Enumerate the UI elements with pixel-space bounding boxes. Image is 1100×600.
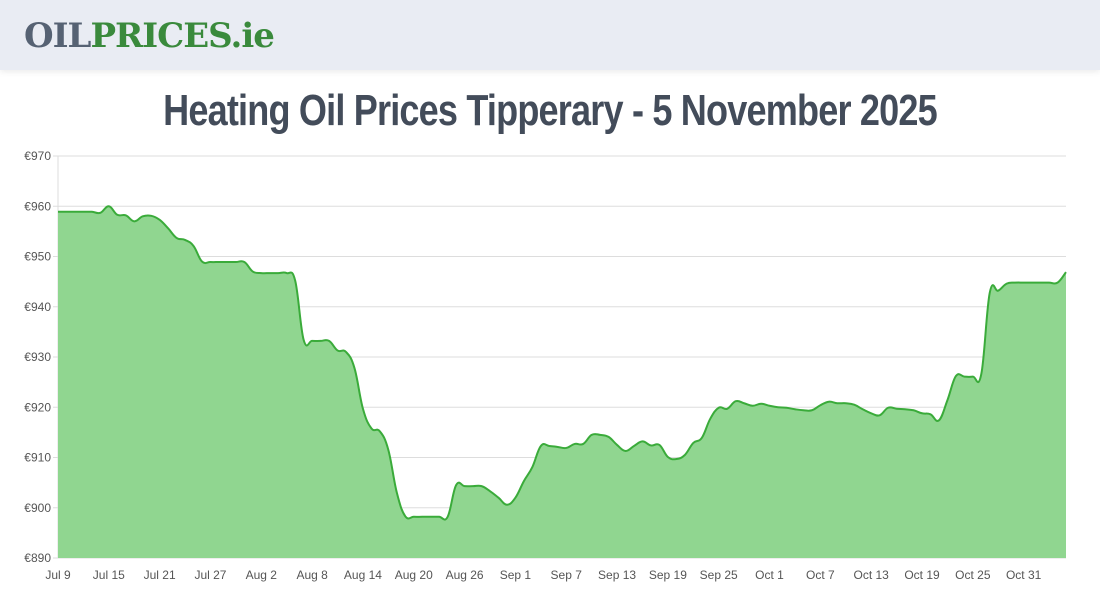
y-tick-label: €960 <box>24 199 51 213</box>
site-logo[interactable]: OILPRICES.ie <box>24 16 275 56</box>
page-title: Heating Oil Prices Tipperary - 5 Novembe… <box>163 86 938 135</box>
y-tick-label: €920 <box>24 400 51 414</box>
logo-text-oil: OIL <box>24 16 91 56</box>
x-tick-label: Oct 25 <box>955 568 991 582</box>
x-tick-label: Jul 9 <box>45 568 71 582</box>
y-tick-label: €970 <box>24 149 51 163</box>
x-tick-label: Sep 1 <box>500 568 532 582</box>
x-tick-label: Oct 1 <box>755 568 784 582</box>
y-tick-label: €930 <box>24 350 51 364</box>
x-tick-label: Sep 7 <box>551 568 583 582</box>
y-tick-label: €950 <box>24 250 51 264</box>
price-chart: €890 €900 €910 €920 €930 €940 €950 €960 €970 Jul… <box>24 149 1067 582</box>
y-tick-label: €890 <box>24 551 51 565</box>
x-tick-label: Oct 31 <box>1006 568 1042 582</box>
y-tick-label: €940 <box>24 300 51 314</box>
y-tick-label: €900 <box>24 501 51 515</box>
x-tick-label: Oct 19 <box>904 568 940 582</box>
x-tick-label: Jul 21 <box>144 568 176 582</box>
x-tick-label: Aug 8 <box>296 568 328 582</box>
x-tick-label: Aug 26 <box>446 568 484 582</box>
x-tick-label: Sep 13 <box>598 568 636 582</box>
logo-text-prices: PRICES.ie <box>90 16 274 56</box>
y-axis: €890 €900 €910 €920 €930 €940 €950 €960 €970 <box>24 149 51 565</box>
x-tick-label: Oct 13 <box>853 568 889 582</box>
x-tick-label: Aug 20 <box>395 568 433 582</box>
price-line <box>58 205 1067 521</box>
x-tick-label: Sep 19 <box>649 568 687 582</box>
site-header: OILPRICES.ie <box>0 0 1100 70</box>
y-tick-label: €910 <box>24 451 51 465</box>
x-tick-label: Jul 15 <box>93 568 125 582</box>
x-tick-label: Aug 14 <box>344 568 382 582</box>
x-tick-label: Aug 2 <box>246 568 278 582</box>
x-tick-label: Jul 27 <box>194 568 226 582</box>
x-tick-label: Oct 7 <box>806 568 835 582</box>
x-axis: Jul 9 Jul 15 Jul 21 Jul 27 Aug 2 Aug 8 Aug 14 A… <box>45 568 1041 582</box>
x-tick-label: Sep 25 <box>700 568 738 582</box>
price-area-fill <box>58 206 1066 558</box>
